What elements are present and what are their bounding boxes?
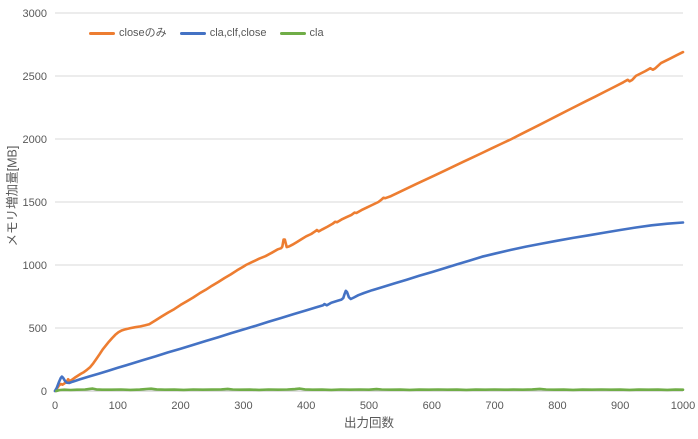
legend-label: closeのみ (119, 27, 167, 39)
x-tick-label-800: 800 (548, 400, 566, 412)
y-tick-label-0: 0 (41, 386, 47, 398)
legend-line-swatch-green (279, 32, 306, 36)
y-axis-title: メモリ増加量[MB] (5, 145, 20, 247)
x-tick-label-300: 300 (234, 400, 252, 412)
legend-line-swatch-orange (89, 32, 115, 36)
x-axis-title: 出力回数 (343, 416, 395, 430)
x-tick-label-200: 200 (171, 400, 189, 412)
legend-item-close-only: closeのみ (89, 27, 167, 40)
x-tick-label-100: 100 (109, 400, 127, 412)
y-tick-label-1000: 1000 (23, 260, 47, 272)
y-tick-label-1500: 1500 (23, 197, 47, 209)
series-line-2 (54, 387, 685, 393)
x-tick-label-900: 900 (611, 400, 629, 412)
y-tick-label-500: 500 (29, 323, 47, 335)
x-tick-label-400: 400 (297, 400, 315, 412)
legend-item-cla: cla (279, 27, 324, 40)
legend-item-cla-clf-close: cla,clf,close (179, 27, 267, 40)
legend-line-swatch-blue (179, 32, 206, 36)
x-tick-label-500: 500 (360, 400, 378, 412)
x-tick-label-0: 0 (52, 400, 58, 412)
x-tick-label-700: 700 (485, 400, 503, 412)
chart-legend: closeのみ cla,clf,close cla (89, 27, 324, 40)
x-tick-label-1000: 1000 (671, 400, 695, 412)
legend-label: cla,clf,close (209, 27, 267, 39)
x-tick-label-600: 600 (423, 400, 441, 412)
legend-label: cla (309, 27, 324, 39)
y-tick-label-2000: 2000 (23, 134, 47, 146)
y-tick-label-3000: 3000 (23, 8, 47, 20)
series-line-1 (53, 221, 685, 393)
y-tick-label-2500: 2500 (23, 71, 47, 83)
series-line-0 (53, 50, 685, 393)
